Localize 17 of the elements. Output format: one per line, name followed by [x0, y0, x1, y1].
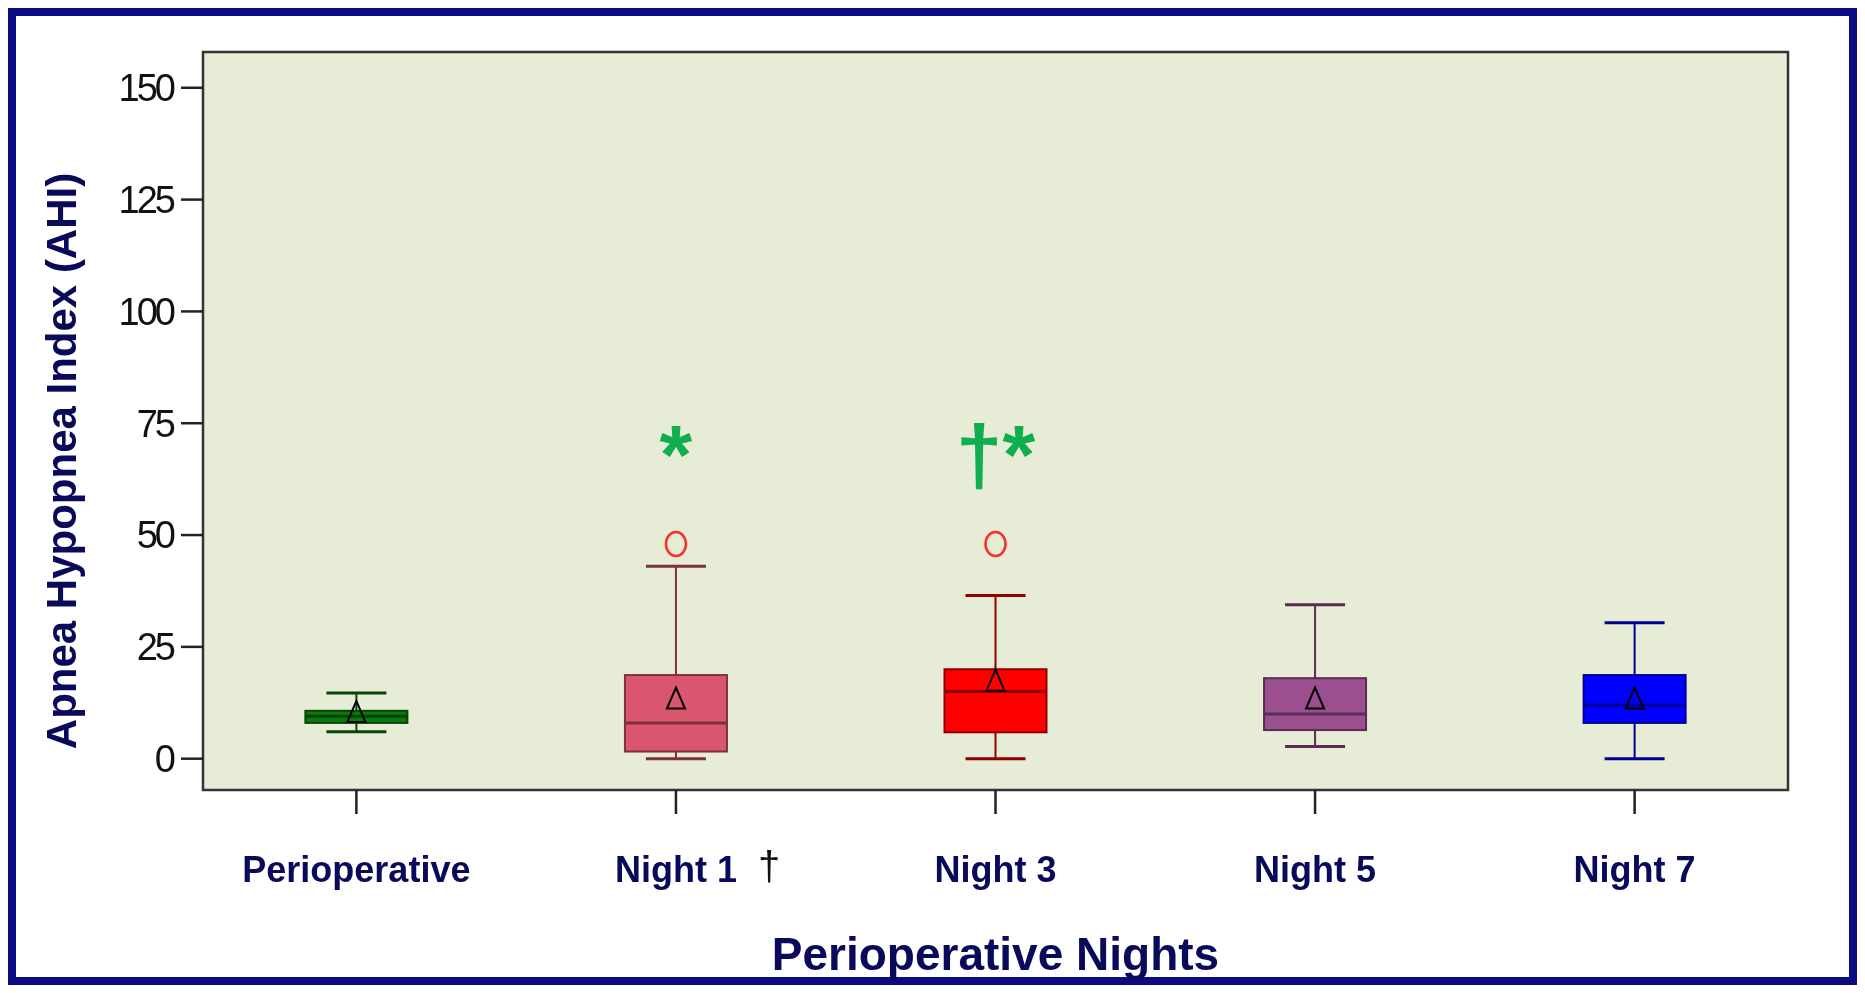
- x-tick-label: Night 7: [1573, 849, 1696, 890]
- x-tick-label: Night 1: [614, 849, 737, 890]
- y-tick-label: 50: [136, 514, 175, 557]
- x-tick-label: Perioperative: [242, 849, 471, 890]
- x-tick-label: Night 3: [934, 849, 1057, 890]
- y-axis-title: Apnea Hypopnea Index (AHI): [38, 172, 85, 750]
- y-tick-label: 100: [118, 290, 175, 333]
- y-tick-label: 25: [136, 626, 175, 669]
- x-axis-title: Perioperative Nights: [771, 928, 1220, 980]
- annotation: †*: [955, 407, 1036, 502]
- annotation: *: [659, 407, 693, 502]
- y-tick-label: 75: [136, 402, 175, 445]
- y-tick-label: 125: [118, 178, 175, 221]
- y-tick-label: 150: [118, 67, 175, 110]
- y-tick-label: 0: [154, 737, 175, 780]
- x-tick-label: Night 5: [1254, 849, 1377, 890]
- text: †: [757, 844, 781, 888]
